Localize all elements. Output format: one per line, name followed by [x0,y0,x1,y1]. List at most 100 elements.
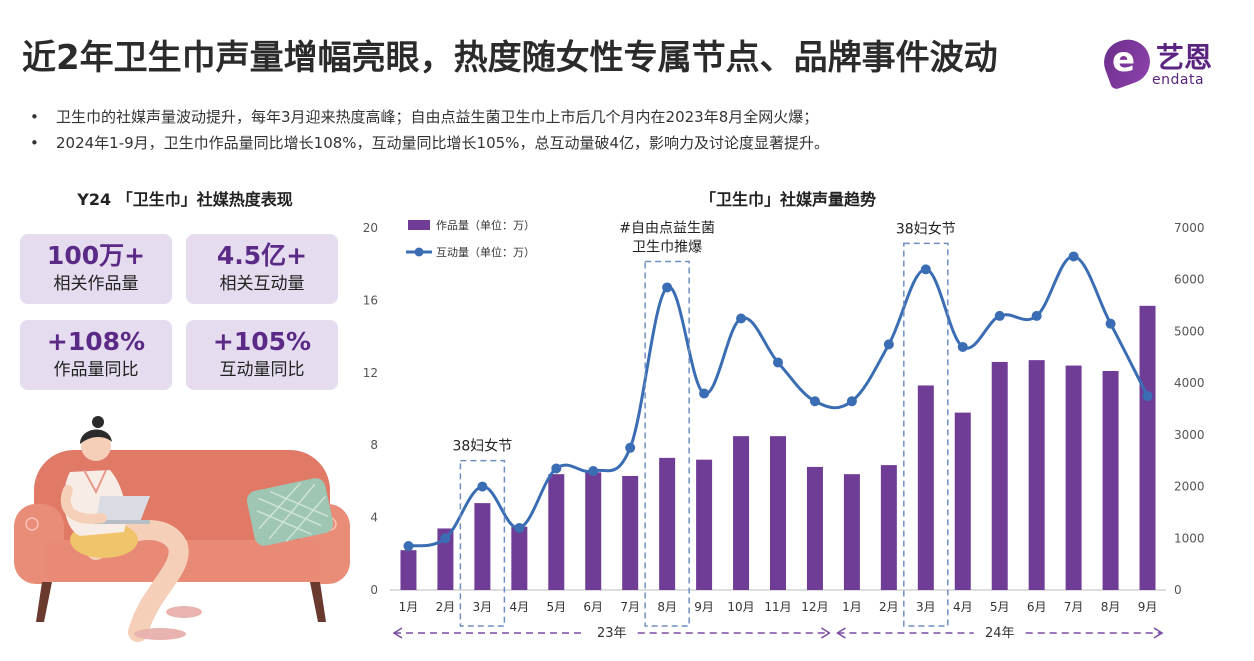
x-axis-ticks: 1月 2月 3月 4月 5月 6月 7月 8月 9月 10月 11月 12月 1月 2月 3月 4月 5月 6月 7… [399,600,1158,614]
bar [696,459,713,590]
annotation-box [644,260,690,627]
person-arm [60,485,107,524]
right-tick-label: 2000 [1174,480,1205,494]
kpi-card-interactions-yoy: +105% 互动量同比 [186,320,338,390]
bar [1102,370,1119,590]
logo-en-text: endata [1152,72,1205,88]
kpi-value: 100万+ [46,241,146,270]
bullet-item: 卫生巾的社媒声量波动提升，每年3月迎来热度高峰；自由点益生菌卫生巾上市后几个月内… [26,104,1226,130]
x-tick-label: 1月 [842,600,862,614]
page-title: 近2年卫生巾声量增幅亮眼，热度随女性专属节点、品牌事件波动 [22,38,998,78]
kpi-value: 4.5亿+ [216,241,308,270]
bar [843,474,860,590]
x-tick-label: 3月 [916,600,936,614]
right-axis-ticks: 0 1000 2000 3000 4000 5000 6000 7000 [1174,221,1205,597]
year-label: 23年 [597,626,627,641]
line-series [408,254,1149,548]
bar [917,385,934,590]
line-point [403,541,414,552]
x-tick-label: 12月 [801,600,828,614]
kpi-card-works: 100万+ 相关作品量 [20,234,172,304]
bar [1065,365,1082,590]
right-tick-label: 7000 [1174,221,1205,235]
woman-on-sofa-illustration [14,416,350,642]
x-tick-label: 5月 [990,600,1010,614]
x-tick-label: 9月 [1138,600,1158,614]
annotation-label: 38妇女节 [452,438,512,455]
legend-line-label: 互动量（单位：万） [436,245,535,259]
line-point [477,481,488,492]
logo-cn-text: 艺恩 [1156,41,1213,74]
line-point [883,339,894,350]
left-tick-label: 20 [363,221,378,235]
kpi-value: +108% [46,327,146,356]
left-tick-label: 0 [370,583,378,597]
bar [400,550,417,590]
x-tick-label: 6月 [1027,600,1047,614]
x-tick-label: 6月 [583,600,603,614]
sofa-leg [310,582,326,622]
x-tick-label: 4月 [953,600,973,614]
sofa-leg [36,582,52,622]
left-tick-label: 4 [370,511,378,525]
left-tick-label: 12 [363,366,378,380]
endata-logo: e 艺恩 endata [1097,33,1230,94]
bar [659,457,676,590]
x-tick-label: 8月 [1101,600,1121,614]
bar [474,503,491,590]
kpi-label: 相关作品量 [53,274,139,294]
line-point [625,442,636,453]
sofa-flower-icon [25,517,39,531]
bullet-item: 2024年1-9月，卫生巾作品量同比增长108%，互动量同比增长105%，总互动… [26,130,1226,156]
annotation-box [903,242,949,627]
kpi-label: 互动量同比 [219,360,305,380]
arrow-left-icon [392,627,403,639]
line-point [699,388,710,399]
line-point [1142,391,1153,402]
bar [511,526,528,590]
line-point [809,396,820,407]
line-point [1068,251,1079,262]
chart-title: 「卫生巾」社媒声量趋势 [700,190,876,209]
arrow-right-icon [1153,627,1164,639]
line-point [773,357,783,368]
bar [806,466,823,590]
right-tick-label: 6000 [1174,273,1205,287]
x-tick-label: 7月 [620,600,640,614]
bar [585,472,602,590]
x-tick-label: 4月 [510,600,530,614]
line-point [588,466,599,477]
bar [548,474,565,590]
bar [991,361,1008,590]
line-point [662,282,673,293]
bar [1139,305,1156,590]
x-tick-label: 3月 [473,600,493,614]
social-volume-trend-chart: 「卫生巾」社媒声量趋势 0 4 8 12 16 20 0 1000 2000 3000 4000 5… [363,190,1205,641]
arrow-left-icon [836,627,846,639]
bar [770,436,786,590]
right-tick-label: 5000 [1174,324,1205,338]
x-tick-label: 7月 [1064,600,1084,614]
x-tick-label: 5月 [546,600,566,614]
line-point [1105,318,1116,329]
bar [954,412,971,590]
kpi-value: +105% [212,327,312,356]
x-tick-label: 2月 [879,600,899,614]
kpi-label: 作品量同比 [53,360,139,380]
legend: 作品量（单位：万） 互动量（单位：万） [406,218,535,259]
x-tick-label: 8月 [657,600,677,614]
pillow [246,478,334,546]
annotation-label: 卫生巾推爆 [632,239,702,255]
bar [880,465,897,590]
line-point [1031,310,1042,321]
line-point [514,522,525,533]
line-point [994,310,1005,321]
x-tick-label: 11月 [764,600,791,614]
year-groups: 23年 24年 [392,626,1164,641]
laptop-icon [96,496,150,522]
x-tick-label: 9月 [694,600,714,614]
right-tick-label: 3000 [1174,428,1205,442]
summary-bullets: 卫生巾的社媒声量波动提升，每年3月迎来热度高峰；自由点益生菌卫生巾上市后几个月内… [26,104,1226,156]
person-hair [80,429,112,444]
